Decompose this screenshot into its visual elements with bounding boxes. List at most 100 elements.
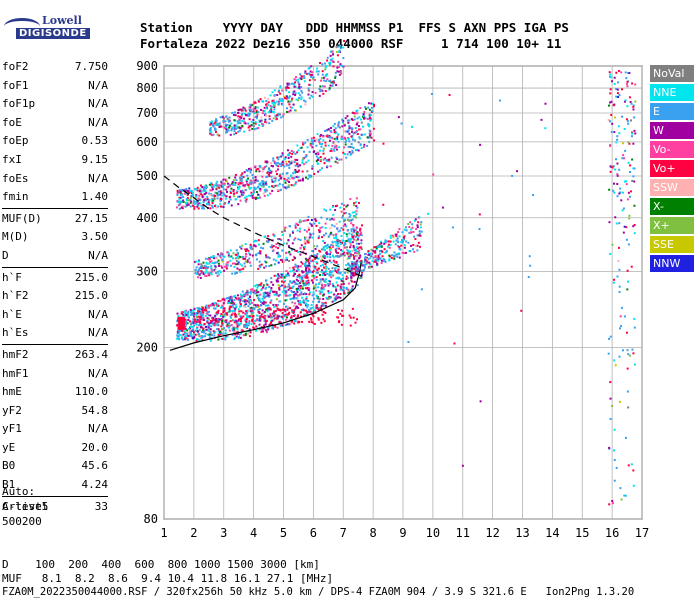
echo-point <box>218 125 221 128</box>
echo-point <box>336 276 339 279</box>
echo-point <box>353 272 356 275</box>
echo-point <box>280 165 283 168</box>
echo-point <box>281 249 284 252</box>
echo-point <box>211 183 214 186</box>
echo-point <box>623 157 626 160</box>
echo-point <box>289 235 292 238</box>
echo-point <box>318 62 321 65</box>
echo-point <box>244 243 247 246</box>
echo-point <box>248 187 251 190</box>
echo-point <box>348 140 351 143</box>
echo-point <box>277 284 280 287</box>
echo-point <box>232 306 235 309</box>
echo-point <box>243 107 246 110</box>
echo-point <box>289 281 292 284</box>
echo-point <box>353 231 356 234</box>
echo-point <box>223 126 226 129</box>
echo-point <box>625 183 628 186</box>
echo-point <box>250 247 253 250</box>
echo-point <box>356 271 359 274</box>
echo-point <box>199 192 202 195</box>
echo-point <box>239 245 242 248</box>
echo-point <box>352 246 355 249</box>
echo-point <box>228 196 231 199</box>
echo-point <box>299 73 302 76</box>
echo-point <box>188 329 191 332</box>
echo-point <box>311 95 314 98</box>
echo-point <box>235 198 238 201</box>
echo-point <box>275 304 278 307</box>
echo-point <box>297 176 300 179</box>
echo-point <box>261 175 264 178</box>
echo-point <box>265 165 268 168</box>
echo-point <box>198 333 201 336</box>
echo-point <box>195 272 198 275</box>
echo-point <box>353 238 356 241</box>
echo-point <box>274 324 277 327</box>
echo-point <box>371 106 374 109</box>
echo-point <box>252 289 255 292</box>
param-value: 33 <box>94 499 108 513</box>
echo-point <box>260 184 263 187</box>
echo-point <box>218 184 221 187</box>
echo-point <box>336 241 339 244</box>
echo-point <box>351 262 354 265</box>
echo-point <box>200 331 203 334</box>
echo-point <box>327 144 330 147</box>
echo-point <box>250 323 253 326</box>
echo-point <box>330 156 333 159</box>
echo-point <box>302 280 305 283</box>
echo-point <box>273 176 276 179</box>
echo-point <box>335 138 338 141</box>
echo-point <box>183 338 186 341</box>
echo-point <box>214 265 217 268</box>
echo-point <box>343 153 346 156</box>
echo-point <box>616 174 619 177</box>
echo-point <box>270 264 273 267</box>
echo-point <box>352 204 355 207</box>
echo-point <box>250 124 253 127</box>
echo-point <box>332 218 335 221</box>
echo-point <box>231 333 234 336</box>
echo-point <box>247 126 250 129</box>
echo-point <box>631 158 634 161</box>
echo-point <box>302 143 305 146</box>
echo-point <box>279 189 282 192</box>
echo-point <box>358 249 361 252</box>
echo-point <box>321 142 324 145</box>
echo-point <box>629 119 632 122</box>
echo-point <box>241 125 244 128</box>
echo-point <box>194 260 197 263</box>
echo-point <box>221 266 224 269</box>
echo-point <box>225 265 228 268</box>
echo-point <box>293 78 296 81</box>
echo-point <box>277 261 280 264</box>
echo-point <box>260 288 263 291</box>
echo-point <box>348 119 351 122</box>
echo-point <box>209 128 212 131</box>
echo-point <box>294 76 297 79</box>
echo-point <box>327 245 330 248</box>
echo-point <box>611 166 614 169</box>
echo-point <box>244 305 247 308</box>
echo-point <box>233 328 236 331</box>
echo-point <box>176 331 179 334</box>
echo-point <box>361 133 364 136</box>
param-label: hmE <box>2 385 22 399</box>
echo-point <box>215 311 218 314</box>
echo-point <box>283 276 286 279</box>
echo-point <box>311 294 314 297</box>
echo-point <box>358 260 361 263</box>
echo-point <box>233 321 236 324</box>
echo-point <box>385 249 388 252</box>
echo-point <box>288 318 291 321</box>
echo-point <box>608 337 611 340</box>
echo-point <box>251 110 254 113</box>
echo-point <box>324 90 327 93</box>
param-label: C-level <box>2 499 49 513</box>
echo-point <box>328 249 331 252</box>
echo-point <box>299 293 302 296</box>
echo-point <box>271 99 274 102</box>
echo-point <box>633 204 636 207</box>
echo-point <box>322 254 325 257</box>
